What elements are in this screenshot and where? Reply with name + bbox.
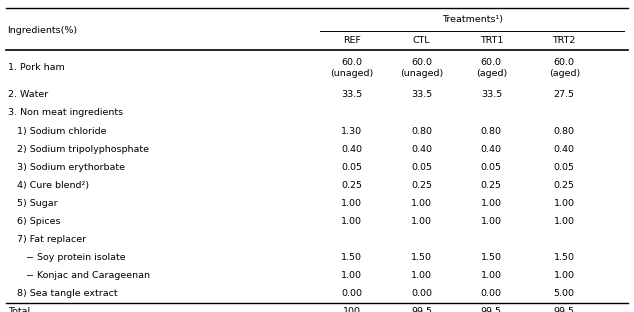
Text: 5) Sugar: 5) Sugar [8,199,57,208]
Text: 0.05: 0.05 [411,163,432,172]
Text: 0.80: 0.80 [411,127,432,135]
Text: 2) Sodium tripolyphosphate: 2) Sodium tripolyphosphate [8,145,148,154]
Text: Treatments¹): Treatments¹) [442,15,503,24]
Text: 60.0
(unaged): 60.0 (unaged) [330,58,373,78]
Text: 1. Pork ham: 1. Pork ham [8,63,65,72]
Text: 0.25: 0.25 [411,181,432,190]
Text: 0.00: 0.00 [481,290,502,298]
Text: Total: Total [8,308,30,312]
Text: REF: REF [343,36,361,45]
Text: 0.05: 0.05 [341,163,363,172]
Text: 1.00: 1.00 [553,199,575,208]
Text: − Soy protein isolate: − Soy protein isolate [8,253,126,262]
Text: 0.00: 0.00 [341,290,363,298]
Text: TRT2: TRT2 [553,36,576,45]
Text: 0.00: 0.00 [411,290,432,298]
Text: 1) Sodium chloride: 1) Sodium chloride [8,127,106,135]
Text: 100: 100 [343,308,361,312]
Text: 3) Sodium erythorbate: 3) Sodium erythorbate [8,163,125,172]
Text: 1.00: 1.00 [341,271,363,280]
Text: 1.00: 1.00 [481,217,502,226]
Text: 1.50: 1.50 [411,253,432,262]
Text: 2. Water: 2. Water [8,90,48,99]
Text: 60.0
(unaged): 60.0 (unaged) [400,58,443,78]
Text: 1.50: 1.50 [341,253,363,262]
Text: Ingredients(%): Ingredients(%) [8,26,78,35]
Text: 99.5: 99.5 [481,308,502,312]
Text: 1.00: 1.00 [481,271,502,280]
Text: 0.25: 0.25 [481,181,502,190]
Text: 0.25: 0.25 [341,181,363,190]
Text: 1.00: 1.00 [553,217,575,226]
Text: 1.00: 1.00 [553,271,575,280]
Text: − Konjac and Carageenan: − Konjac and Carageenan [8,271,150,280]
Text: 33.5: 33.5 [481,90,502,99]
Text: 1.00: 1.00 [481,199,502,208]
Text: 1.00: 1.00 [411,199,432,208]
Text: 0.80: 0.80 [481,127,502,135]
Text: 33.5: 33.5 [411,90,432,99]
Text: 0.40: 0.40 [341,145,363,154]
Text: 0.25: 0.25 [553,181,575,190]
Text: 27.5: 27.5 [553,90,575,99]
Text: 7) Fat replacer: 7) Fat replacer [8,235,86,244]
Text: 1.30: 1.30 [341,127,363,135]
Text: 6) Spices: 6) Spices [8,217,60,226]
Text: 0.40: 0.40 [481,145,502,154]
Text: 1.00: 1.00 [341,217,363,226]
Text: CTL: CTL [413,36,430,45]
Text: 60.0
(aged): 60.0 (aged) [476,58,507,78]
Text: 0.40: 0.40 [411,145,432,154]
Text: 8) Sea tangle extract: 8) Sea tangle extract [8,290,117,298]
Text: 0.05: 0.05 [481,163,502,172]
Text: 3. Non meat ingredients: 3. Non meat ingredients [8,109,123,117]
Text: 1.50: 1.50 [481,253,502,262]
Text: 0.40: 0.40 [553,145,575,154]
Text: 60.0
(aged): 60.0 (aged) [548,58,580,78]
Text: 33.5: 33.5 [341,90,363,99]
Text: 1.00: 1.00 [411,217,432,226]
Text: 5.00: 5.00 [553,290,575,298]
Text: 99.5: 99.5 [553,308,575,312]
Text: 1.00: 1.00 [341,199,363,208]
Text: 0.80: 0.80 [553,127,575,135]
Text: 1.00: 1.00 [411,271,432,280]
Text: 1.50: 1.50 [553,253,575,262]
Text: 99.5: 99.5 [411,308,432,312]
Text: 0.05: 0.05 [553,163,575,172]
Text: TRT1: TRT1 [480,36,503,45]
Text: 4) Cure blend²): 4) Cure blend²) [8,181,89,190]
